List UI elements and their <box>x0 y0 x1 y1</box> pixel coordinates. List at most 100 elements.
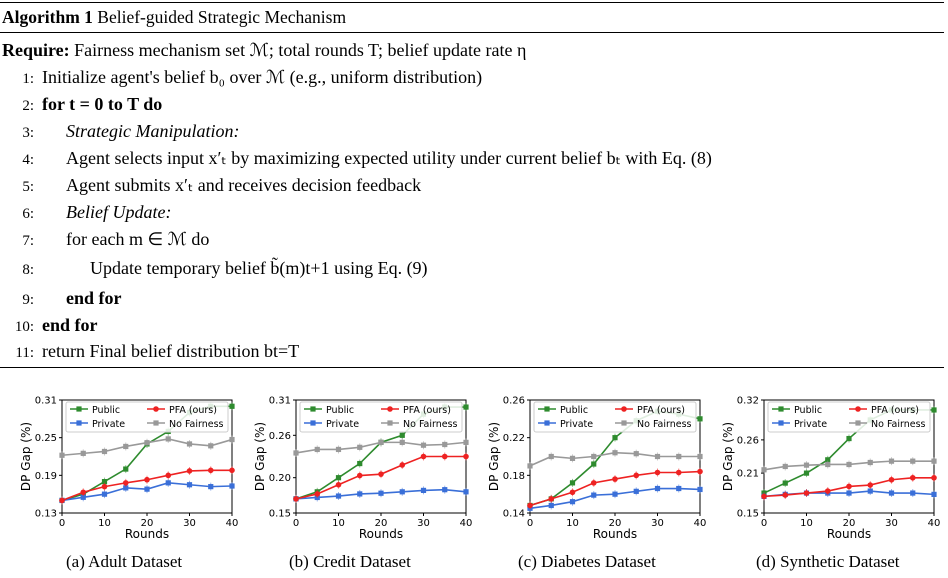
legend-label: PFA (ours) <box>403 405 451 416</box>
data-point <box>378 439 384 445</box>
data-point <box>314 491 321 497</box>
legend-box <box>299 401 463 433</box>
legend-marker <box>855 406 861 412</box>
legend-label: PFA (ours) <box>169 405 217 416</box>
legend-marker <box>387 420 393 426</box>
data-point <box>761 493 767 500</box>
data-point <box>314 446 320 453</box>
data-point <box>378 471 384 477</box>
data-point <box>782 492 789 498</box>
chart-adult-svg: 0.13 0.19 0.25 0.31 0 10 20 30 40 Rounds DP Gap (%… <box>19 396 239 542</box>
algo-line-6: 6: Belief Update: <box>0 202 171 223</box>
y-tick-label: 0.26 <box>737 435 759 446</box>
data-point <box>101 483 108 490</box>
legend-marker <box>153 406 159 412</box>
data-point <box>399 432 405 438</box>
data-point <box>825 461 831 468</box>
legend-label: No Fairness <box>403 419 458 430</box>
data-point <box>931 458 937 464</box>
data-point <box>633 488 639 494</box>
data-point <box>612 450 618 456</box>
data-point <box>123 466 129 472</box>
data-point <box>676 453 682 460</box>
data-point <box>910 458 916 464</box>
data-point <box>803 490 810 496</box>
data-point <box>846 435 852 442</box>
data-point <box>910 490 916 496</box>
data-point <box>293 496 299 502</box>
data-point <box>463 489 469 495</box>
legend-label: No Fairness <box>871 419 926 430</box>
data-point <box>782 463 788 470</box>
x-axis-label: Rounds <box>125 527 169 541</box>
data-point <box>144 476 150 483</box>
line-number: 2: <box>22 98 34 114</box>
line-number: 5: <box>22 179 34 195</box>
data-point <box>229 436 235 443</box>
legend: Public Private PFA (ours) No Fairness <box>65 401 229 433</box>
chart-diabetes: 0.14 0.18 0.22 0.26 0 10 20 30 40 Rounds DP Gap (%… <box>472 380 707 555</box>
data-point <box>101 491 108 497</box>
line-number: 4: <box>22 152 34 168</box>
data-point <box>825 457 831 463</box>
data-point <box>399 462 406 468</box>
data-point <box>123 443 129 450</box>
legend: Public Private PFA (ours) No Fairness <box>299 401 463 433</box>
data-point <box>442 487 448 493</box>
figure-row: 0.13 0.19 0.25 0.31 0 10 20 30 40 Rounds DP Gap (%… <box>0 380 948 578</box>
caption-synthetic: (d) Synthetic Dataset <box>756 552 900 571</box>
bottom-rule <box>0 367 944 368</box>
line-number: 9: <box>22 292 34 308</box>
data-point <box>208 443 214 449</box>
legend-marker <box>387 406 393 412</box>
y-tick-label: 0.22 <box>503 433 525 444</box>
line-text: Strategic Manipulation: <box>66 121 240 141</box>
legend-label: Public <box>92 405 120 416</box>
line-number: 6: <box>22 206 34 222</box>
y-tick-label: 0.13 <box>35 509 57 520</box>
data-point <box>441 453 448 460</box>
data-point <box>420 487 427 493</box>
legend-box <box>533 401 697 433</box>
y-tick-label: 0.31 <box>269 396 291 407</box>
legend-marker <box>855 420 861 426</box>
x-tick-label: 40 <box>226 518 239 529</box>
legend-marker <box>544 406 550 412</box>
data-point <box>675 469 682 476</box>
algo-line-7: 7: for each m ∈ ℳ do <box>0 229 209 250</box>
data-point <box>931 474 937 481</box>
data-point <box>909 474 916 481</box>
data-point <box>80 494 86 500</box>
x-tick-label: 0 <box>59 518 65 529</box>
data-point <box>824 488 831 494</box>
algo-line-8: 8: Update temporary belief b̃(m)t+1 using… <box>0 258 427 279</box>
y-axis-label: DP Gap (%) <box>487 422 501 491</box>
data-point <box>867 459 873 466</box>
chart-adult: 0.13 0.19 0.25 0.31 0 10 20 30 40 Rounds DP Gap (%… <box>4 380 239 555</box>
line-number: 11: <box>15 345 34 361</box>
legend-label: Public <box>560 405 588 416</box>
data-point <box>399 489 405 495</box>
y-tick-label: 0.32 <box>737 396 759 407</box>
algorithm-title: Algorithm 1 Belief-guided Strategic Mech… <box>2 7 346 28</box>
line-text: for each m ∈ ℳ do <box>66 229 210 249</box>
x-tick-label: 0 <box>527 518 533 529</box>
data-point <box>335 446 342 453</box>
line-text: return Final belief distribution bt=T <box>42 341 300 361</box>
data-point <box>591 492 597 498</box>
x-tick-label: 30 <box>417 518 430 529</box>
data-point <box>548 496 555 502</box>
data-point <box>569 455 576 461</box>
data-point <box>420 442 427 448</box>
data-point <box>378 490 384 496</box>
data-point <box>888 476 895 483</box>
line-text: for t = 0 to T do <box>42 94 163 114</box>
data-point <box>697 468 703 475</box>
line-text: Initialize agent's belief b₀ over ℳ (e.g… <box>42 67 483 87</box>
y-axis-label: DP Gap (%) <box>19 422 33 491</box>
data-point <box>633 451 639 457</box>
legend-label: Private <box>560 419 593 430</box>
legend-marker <box>778 406 784 412</box>
x-axis-label: Rounds <box>827 527 871 541</box>
legend: Public Private PFA (ours) No Fairness <box>533 401 697 433</box>
